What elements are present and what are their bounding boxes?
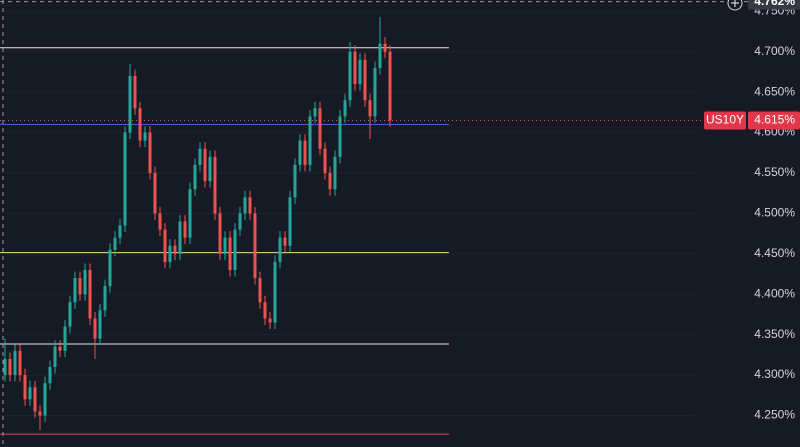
- candle-body: [183, 221, 187, 238]
- candle-body: [148, 132, 152, 173]
- candle-body: [143, 132, 147, 141]
- candle-body: [383, 43, 387, 52]
- candle-body: [198, 148, 202, 165]
- candle-body: [78, 278, 82, 295]
- y-tick-label: 4.700%: [754, 44, 795, 58]
- candle-body: [188, 189, 192, 238]
- candle-body: [263, 302, 267, 319]
- candle-body: [278, 237, 282, 262]
- candle-body: [353, 51, 357, 85]
- candle-body: [8, 358, 12, 376]
- candle-body: [308, 116, 312, 165]
- candle-body: [208, 156, 212, 182]
- candle-body: [343, 100, 347, 117]
- candle-body: [138, 108, 142, 141]
- candle-body: [303, 140, 307, 165]
- candle-body: [153, 172, 157, 214]
- candle-body: [113, 237, 117, 250]
- candle-body: [68, 302, 72, 327]
- candle-body: [318, 108, 322, 149]
- candle-body: [83, 269, 87, 295]
- symbol-label: US10Y: [706, 113, 744, 127]
- candle-body: [168, 245, 172, 262]
- candle-body: [268, 318, 272, 323]
- candle-body: [288, 197, 292, 246]
- candle-body: [378, 43, 382, 68]
- candle-body: [63, 326, 67, 351]
- candle-body: [388, 51, 392, 121]
- candle-body: [213, 156, 217, 214]
- candle-body: [163, 229, 167, 262]
- y-tick-label: 4.400%: [754, 286, 795, 300]
- y-tick-label: 4.250%: [754, 408, 795, 422]
- candle-body: [368, 100, 372, 117]
- candle-body: [88, 269, 92, 319]
- candle-body: [243, 197, 247, 214]
- crosshair-label: 4.762%: [754, 0, 795, 8]
- candle-body: [33, 387, 37, 412]
- candle-body: [373, 67, 377, 117]
- candle-body: [358, 59, 362, 85]
- y-tick-label: 4.500%: [754, 206, 795, 220]
- last-price-box: [748, 111, 800, 130]
- candle-body: [93, 318, 97, 339]
- candle-body: [203, 148, 207, 182]
- candle-body: [328, 172, 332, 190]
- candle-body: [3, 358, 7, 376]
- y-tick-label: 4.650%: [754, 84, 795, 98]
- candle-body: [293, 164, 297, 198]
- candle-body: [333, 156, 337, 190]
- candle-body: [38, 411, 42, 416]
- candle-body: [193, 164, 197, 190]
- candle-body: [23, 375, 27, 400]
- candle-body: [28, 387, 32, 400]
- candle-body: [313, 108, 317, 117]
- candle-body: [258, 278, 262, 303]
- add-icon-plus: [731, 0, 739, 7]
- y-tick-label: 4.550%: [754, 165, 795, 179]
- y-tick-label: 4.350%: [754, 327, 795, 341]
- candle-body: [363, 59, 367, 101]
- y-tick-label: 4.300%: [754, 367, 795, 381]
- candle-body: [218, 213, 222, 254]
- candle-body: [228, 237, 232, 270]
- candle-body: [323, 148, 327, 173]
- candle-body: [173, 245, 177, 254]
- last-price-label: 4.615%: [754, 113, 795, 127]
- candle-body: [118, 225, 122, 238]
- candle-body: [283, 237, 287, 246]
- candle-body: [123, 132, 127, 226]
- candle-body: [338, 116, 342, 157]
- candle-body: [233, 229, 237, 270]
- crosshair-label-box: [748, 0, 800, 10]
- candle-body: [98, 310, 102, 339]
- candle-body: [53, 346, 57, 367]
- symbol-label-box: [704, 111, 746, 130]
- candle-body: [43, 383, 47, 416]
- candle-body: [48, 366, 52, 384]
- candle-body: [133, 75, 137, 109]
- candle-body: [178, 221, 182, 254]
- candle-body: [13, 350, 17, 376]
- y-tick-label: 4.450%: [754, 246, 795, 260]
- candle-body: [298, 140, 302, 165]
- candle-body: [253, 213, 257, 279]
- candle-body: [128, 75, 132, 133]
- candle-body: [158, 213, 162, 230]
- candle-body: [273, 261, 277, 323]
- candle-body: [108, 249, 112, 287]
- candle-body: [248, 197, 252, 214]
- candle-body: [223, 237, 227, 254]
- candle-body: [18, 350, 22, 376]
- candle-body: [73, 278, 77, 303]
- candle-body: [58, 346, 62, 351]
- candle-body: [238, 213, 242, 230]
- candle-body: [348, 51, 352, 101]
- candle-body: [103, 286, 107, 311]
